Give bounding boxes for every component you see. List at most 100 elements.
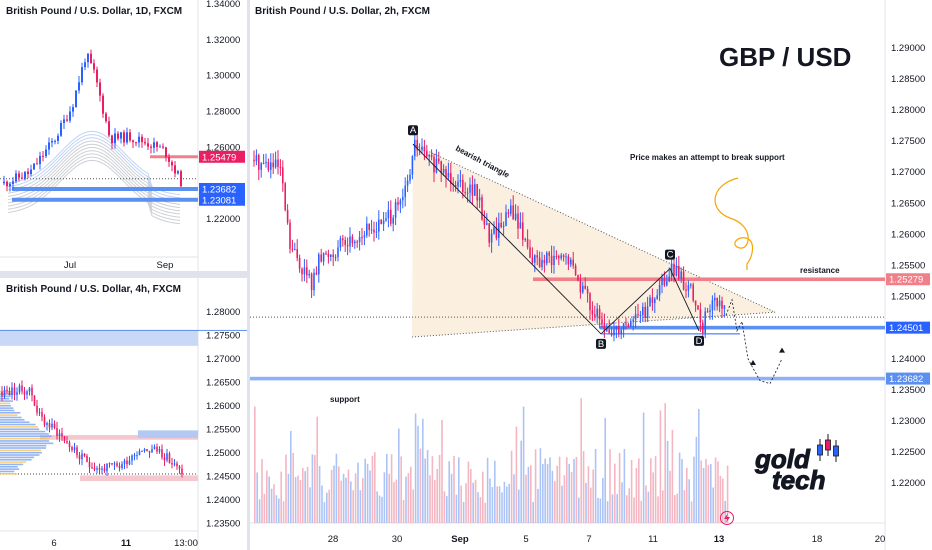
h2-volume-bar <box>426 450 429 523</box>
h2-volume-bar <box>434 480 436 523</box>
h2-candle <box>279 166 282 168</box>
h2-candle <box>253 159 255 162</box>
h2-candle <box>702 322 704 334</box>
h2-tick-label: 1.23000 <box>891 416 925 427</box>
h2-candle <box>442 168 445 173</box>
h4-zone-top-line <box>0 329 247 331</box>
h2-volume-bar <box>534 449 537 523</box>
horizontal-divider[interactable] <box>0 271 247 278</box>
daily-tick-label: 1.22000 <box>206 214 240 225</box>
h2-volume-bar <box>510 450 513 523</box>
daily-candle <box>36 163 38 165</box>
daily-tick-label: 1.26000 <box>206 142 240 153</box>
h2-volume-bar <box>446 496 448 523</box>
h2-volume-bar <box>450 473 453 523</box>
h4-candle <box>136 455 138 457</box>
h4-candle <box>48 423 51 428</box>
h2-volume-bar <box>580 398 582 523</box>
daily-candle <box>84 62 86 68</box>
h2-volume-bar <box>659 410 662 523</box>
h2-volume-bar <box>371 455 374 523</box>
h2-candle <box>519 222 522 229</box>
h2-candle <box>510 205 512 214</box>
h2-volume-bar <box>412 489 414 523</box>
daily-candle <box>33 163 35 170</box>
daily-price-tag <box>199 193 245 206</box>
daily-candle <box>141 136 143 143</box>
h2-price-tag <box>886 321 930 334</box>
daily-chart-panel[interactable]: 1.34000 1.32000 1.30000 1.28000 1.26000 1.220… <box>0 0 247 271</box>
h4-x-tick-label: 6 <box>51 538 56 549</box>
h4-candle <box>108 463 111 465</box>
h4-chart[interactable]: 1.28000 1.27500 1.27000 1.26500 1.26000 1.255… <box>0 278 247 550</box>
h2-candle <box>423 146 426 152</box>
h4-candle <box>148 451 151 453</box>
h2-volume-bar <box>333 465 335 523</box>
h2-candle <box>493 227 495 234</box>
h2-volume-bar <box>630 459 633 523</box>
h2-candle <box>543 259 546 264</box>
h2-point-c-marker <box>665 249 675 260</box>
h4-chart-panel[interactable]: 1.28000 1.27500 1.27000 1.26500 1.26000 1.255… <box>0 278 247 550</box>
h2-candle <box>476 184 478 201</box>
h2-candle <box>639 315 642 317</box>
h2-candle <box>637 314 639 316</box>
h2-volume-bar <box>602 477 604 523</box>
h2-volume-bar <box>268 476 270 523</box>
h2-abcd-zigzag <box>412 143 700 335</box>
h2-candle <box>594 314 596 317</box>
h2-candle <box>310 273 313 291</box>
h2-candle <box>421 146 423 150</box>
h2-volume-bar <box>587 466 590 523</box>
h4-volume-profile-bar <box>0 419 25 421</box>
h4-tick-label: 1.27500 <box>206 331 240 342</box>
h2-candle <box>651 297 654 303</box>
h2-candle <box>522 222 524 240</box>
h2-candle <box>306 267 308 276</box>
h4-candle <box>158 449 161 452</box>
h2-tick-label: 1.23500 <box>891 385 925 396</box>
daily-chart[interactable]: 1.34000 1.32000 1.30000 1.28000 1.26000 1.220… <box>0 0 247 271</box>
h2-volume-bar <box>606 501 609 523</box>
h2-candle <box>488 223 490 243</box>
h2-candle <box>714 297 716 301</box>
h4-volume-profile-bar <box>0 421 30 423</box>
daily-candle <box>120 132 122 139</box>
daily-candle <box>6 181 8 187</box>
h2-volume-bar <box>695 436 698 523</box>
h4-supply-zone <box>0 329 198 346</box>
daily-candle <box>48 142 50 150</box>
h2-candle <box>366 223 368 236</box>
h2-candle <box>632 319 634 322</box>
h2-volume-bar <box>726 465 729 523</box>
daily-candle <box>9 184 11 187</box>
h4-candle <box>68 442 71 448</box>
daily-candle <box>123 132 125 143</box>
h2-candle <box>344 240 346 246</box>
daily-candle <box>78 82 80 91</box>
daily-candle <box>51 141 53 143</box>
h2-volume-bar <box>258 499 261 523</box>
h2-volume-bar <box>628 488 630 523</box>
h4-candle <box>106 463 108 472</box>
h4-candle <box>163 457 166 461</box>
h4-candle <box>41 412 43 417</box>
h2-volume-bar <box>302 467 304 523</box>
h2-volume-bar <box>520 440 522 523</box>
h2-x-tick-label: 18 <box>812 534 823 545</box>
vertical-divider[interactable] <box>247 0 250 550</box>
h2-candle <box>399 200 402 205</box>
h4-volume-profile-bar <box>0 390 12 393</box>
h2-volume-bar <box>489 478 491 523</box>
h2-candle <box>560 255 562 259</box>
h4-volume-profile-bar <box>0 442 54 445</box>
h2-point-d-marker <box>694 335 704 346</box>
h2-volume-bar <box>647 491 650 523</box>
h2-candle <box>260 163 262 170</box>
h2-candle <box>526 238 529 248</box>
daily-candle <box>180 171 182 187</box>
h4-volume-profile-bar <box>0 416 22 419</box>
